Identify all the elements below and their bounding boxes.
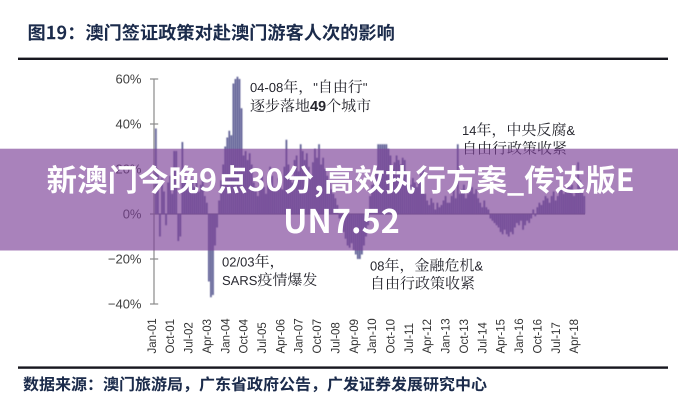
- svg-text:Apr-15: Apr-15: [496, 319, 508, 354]
- svg-text:Jul-11: Jul-11: [404, 323, 416, 353]
- svg-text:Apr-09: Apr-09: [349, 319, 361, 354]
- svg-text:Jul-02: Jul-02: [184, 322, 196, 353]
- svg-text:Oct-04: Oct-04: [239, 318, 251, 353]
- svg-text:Jul-08: Jul-08: [331, 322, 343, 353]
- svg-text:Oct-16: Oct-16: [532, 319, 544, 354]
- svg-text:Oct-10: Oct-10: [386, 319, 398, 354]
- svg-text:Jul-14: Jul-14: [477, 322, 489, 354]
- svg-text:−20%: −20%: [108, 252, 142, 267]
- svg-text:Jan-10: Jan-10: [367, 318, 379, 353]
- svg-text:Oct-01: Oct-01: [165, 319, 177, 354]
- svg-text:Apr-12: Apr-12: [422, 319, 434, 354]
- svg-text:Apr-18: Apr-18: [569, 319, 581, 354]
- svg-text:Jul-17: Jul-17: [551, 322, 563, 353]
- svg-text:Oct-07: Oct-07: [312, 319, 324, 354]
- svg-text:Apr-03: Apr-03: [202, 319, 214, 354]
- svg-text:Oct-13: Oct-13: [459, 319, 471, 354]
- svg-text:Jan-13: Jan-13: [441, 318, 453, 353]
- svg-text:Jan-07: Jan-07: [294, 318, 306, 353]
- svg-text:Jan-04: Jan-04: [220, 318, 232, 354]
- svg-text:Jul-05: Jul-05: [257, 322, 269, 353]
- svg-text:40%: 40%: [115, 117, 141, 132]
- svg-text:Jan-16: Jan-16: [514, 318, 526, 353]
- svg-text:60%: 60%: [115, 72, 141, 87]
- svg-text:Apr-06: Apr-06: [275, 319, 287, 354]
- svg-text:−40%: −40%: [108, 297, 142, 312]
- svg-text:Jan-01: Jan-01: [147, 318, 159, 353]
